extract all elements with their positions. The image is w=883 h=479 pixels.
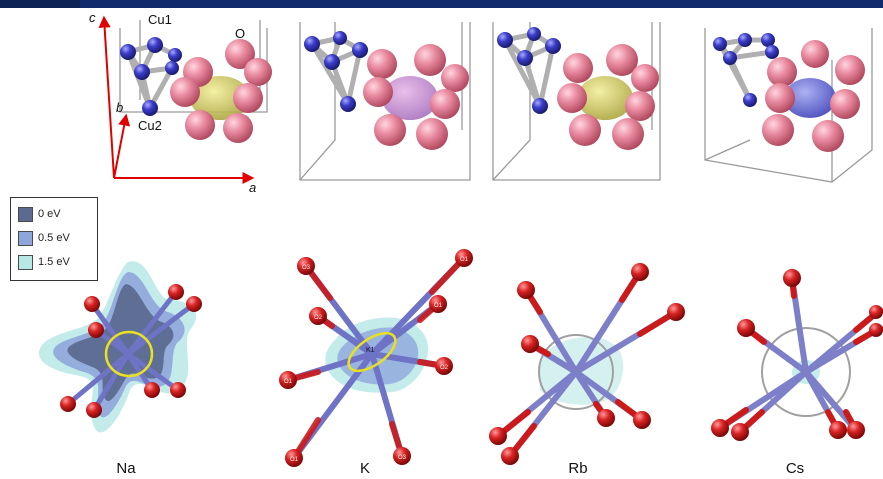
legend-label: 1.5 eV: [38, 256, 70, 268]
na-site-circle: [104, 330, 154, 378]
structure-panel-3: [492, 22, 661, 181]
polyhedron-center: [784, 78, 836, 118]
cu-atoms: [497, 27, 561, 114]
o-atoms: [170, 39, 272, 143]
structure-panel-2: [299, 22, 471, 181]
legend-swatch: [18, 254, 33, 270]
cs-o-bond-tips: [717, 275, 883, 435]
cu1-label: Cu1: [148, 12, 172, 27]
caption-na: Na: [116, 460, 136, 477]
rb-site-circle: [538, 334, 614, 410]
o-atoms: [762, 40, 865, 152]
energy-legend: 0 eV 0.5 eV 1.5 eV: [10, 197, 98, 281]
polyhedron-center: [190, 76, 250, 120]
na-environment: [38, 261, 202, 433]
o-site-label: O1: [284, 379, 293, 385]
a-axis-label: a: [249, 180, 256, 195]
cu-bonds: [717, 37, 775, 103]
top-banner: [0, 0, 883, 8]
o-label: O: [235, 26, 245, 41]
cu-atoms: [713, 33, 779, 107]
c-axis-label: c: [89, 10, 96, 25]
k-site-ellipse: [347, 331, 397, 373]
o-site-label: O3: [398, 455, 407, 461]
rb-o-bonds: [495, 269, 679, 459]
k1-site-label: K1: [366, 347, 375, 354]
cu-atoms: [120, 37, 182, 116]
top-banner-tab: [0, 0, 80, 8]
caption-cs: Cs: [785, 460, 805, 477]
axis-arrows: [98, 15, 255, 184]
cu-atoms: [304, 31, 368, 112]
polyhedron-center: [382, 76, 438, 120]
o-atoms: [489, 263, 685, 465]
o-site-label: O1: [460, 257, 469, 263]
o-atoms: [711, 269, 883, 441]
o-site-labels: O3 O2 O1 O1 O3 O2 O1 O1: [284, 257, 469, 463]
legend-swatch: [18, 230, 33, 246]
caption-rb: Rb: [568, 460, 588, 477]
rb-environment: [489, 263, 685, 465]
legend-item-1.5ev: 1.5 eV: [18, 254, 70, 270]
o-atoms: [60, 284, 202, 418]
o-site-label: O1: [290, 457, 299, 463]
legend-label: 0 eV: [38, 208, 61, 220]
cs-environment: [711, 269, 883, 441]
o-atoms: [363, 44, 469, 150]
legend-swatch: [18, 206, 33, 222]
legend-label: 0.5 eV: [38, 232, 70, 244]
cs-site-circle: [761, 327, 851, 417]
caption-k: K: [359, 460, 371, 477]
o-site-label: O2: [440, 365, 449, 371]
structure-panel-4: [704, 28, 873, 183]
cu2-label: Cu2: [138, 118, 162, 133]
o-site-label: O1: [434, 303, 443, 309]
b-axis-label: b: [116, 100, 123, 115]
o-site-label: O2: [314, 315, 323, 321]
legend-item-0ev: 0 eV: [18, 206, 61, 222]
o-atoms: [557, 44, 659, 150]
structure-panel-1: c b a Cu1 Cu2 O: [89, 10, 272, 195]
o-site-label: O3: [302, 265, 311, 271]
o-atoms: [279, 249, 473, 467]
k-environment: O3 O2 O1 O1 O3 O2 O1 O1 K1: [279, 249, 473, 467]
legend-item-0.5ev: 0.5 eV: [18, 230, 70, 246]
polyhedron-center: [577, 76, 633, 120]
